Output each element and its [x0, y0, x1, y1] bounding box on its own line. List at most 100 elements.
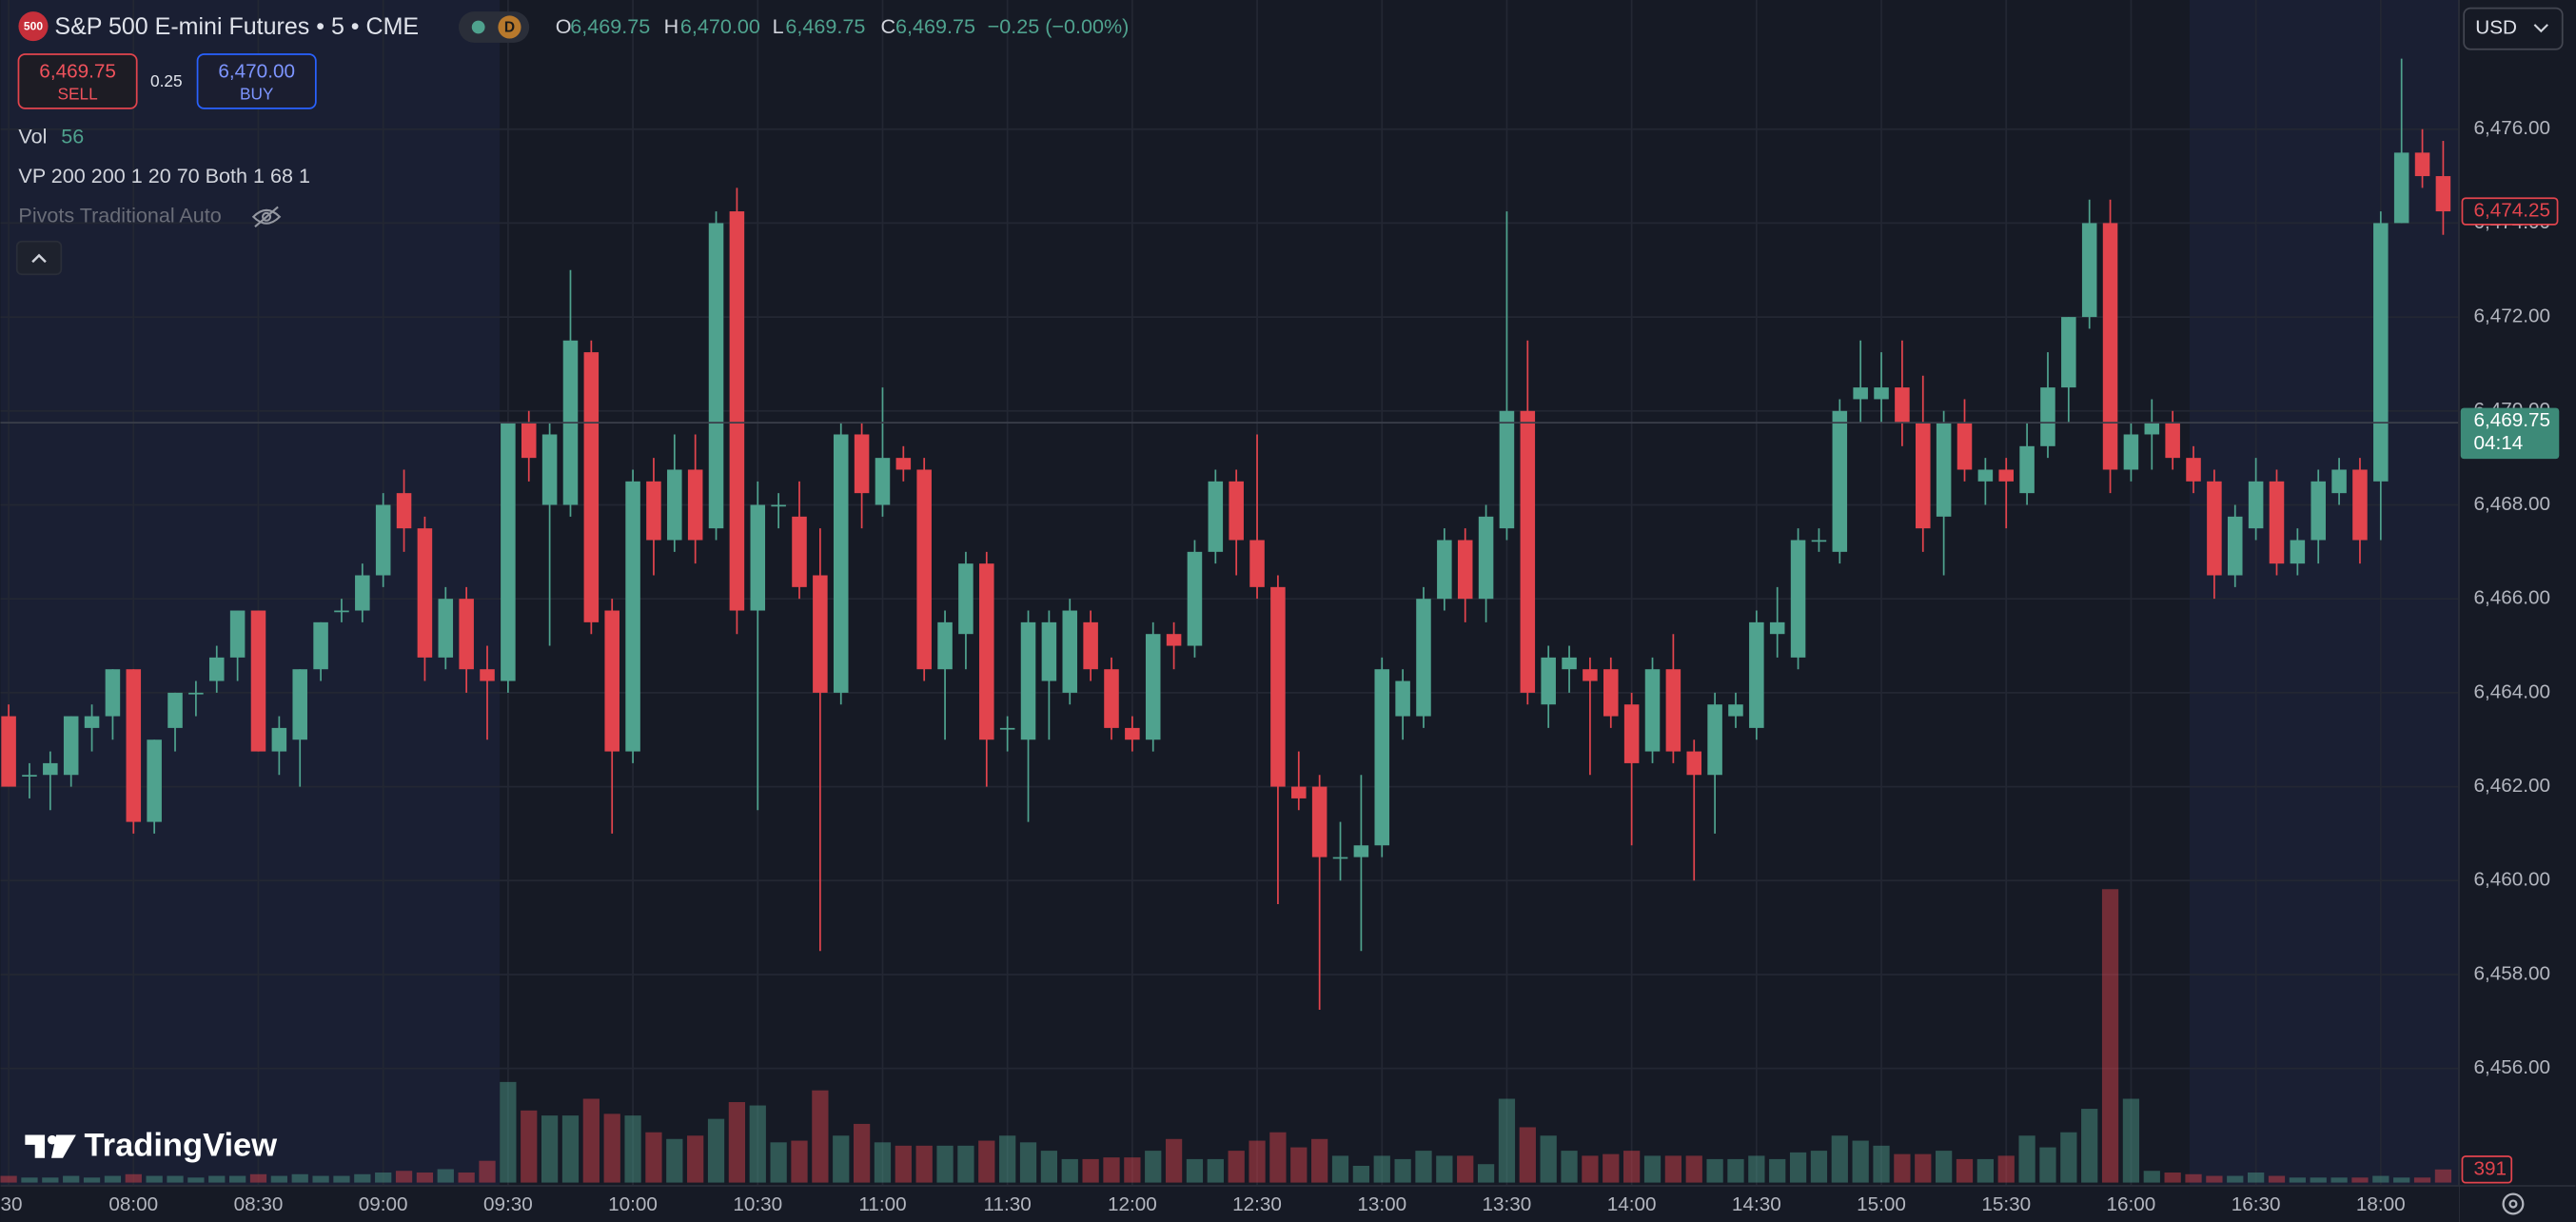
volume-bar [936, 1145, 954, 1183]
currency-label[interactable]: USD [2475, 17, 2517, 39]
sell-price[interactable]: 6,469.75 [39, 60, 116, 82]
sell-button[interactable]: 6,469.75 SELL [17, 53, 138, 109]
volume-bar [1976, 1158, 1994, 1183]
settings-button[interactable] [2502, 1192, 2525, 1215]
settings-ring[interactable] [2502, 1192, 2525, 1215]
x-tick-label: 11:00 [858, 1193, 906, 1215]
volume-bar [1769, 1158, 1786, 1183]
candle-body [271, 727, 287, 752]
last-price-tag [2461, 197, 2559, 226]
volume-bar [2330, 1177, 2348, 1183]
buy-button[interactable]: 6,470.00 BUY [196, 53, 317, 109]
volume-bar [354, 1173, 371, 1183]
candle-body [2311, 481, 2326, 541]
currency-chevron[interactable] [2533, 24, 2548, 33]
candle-body [1957, 423, 1973, 470]
volume-bar [125, 1173, 142, 1183]
currency-box[interactable] [2463, 7, 2564, 50]
volume-bar [1810, 1151, 1828, 1183]
volume-bar [146, 1175, 163, 1183]
volume-bar [63, 1175, 80, 1183]
candle-body [1145, 634, 1161, 740]
candles [1, 58, 2451, 1010]
indicator-name[interactable]: Pivots Traditional Auto [18, 204, 221, 227]
volume-bar [1664, 1155, 1682, 1183]
hidden-eye-icon[interactable] [251, 206, 282, 227]
volume-bar [458, 1173, 475, 1183]
volume-bar [395, 1171, 413, 1183]
volume-bar [1685, 1155, 1702, 1183]
settings-center[interactable] [2508, 1199, 2518, 1209]
candle-body [2331, 469, 2347, 494]
candle-body [1083, 621, 1098, 670]
collapse-chevron[interactable] [31, 253, 47, 264]
candle-body [979, 563, 994, 740]
candle-body [313, 621, 328, 670]
candle-body [2227, 516, 2243, 576]
volume-bar [1873, 1145, 1890, 1183]
candle-body [2290, 540, 2306, 564]
candle-body [1437, 540, 1452, 600]
volume-bar [333, 1175, 350, 1183]
last-volume-label: 391 [2474, 1157, 2507, 1179]
volume-bar [1540, 1135, 1557, 1183]
volume-bar [437, 1169, 454, 1183]
volume-bar [21, 1177, 38, 1183]
eye-pupil[interactable] [262, 211, 272, 222]
volume-pane [0, 889, 2452, 1183]
candle-body [687, 469, 703, 541]
collapse-box[interactable] [15, 240, 63, 276]
candle-body [667, 469, 682, 541]
candle-body [105, 669, 121, 717]
volume-bar [83, 1177, 101, 1183]
candle-body [854, 434, 870, 494]
volume-bar [1623, 1151, 1641, 1183]
eye-slash[interactable] [254, 206, 279, 227]
candle-body [1457, 540, 1473, 600]
brand-mark [25, 1134, 76, 1158]
volume-bar [687, 1135, 704, 1183]
candle-body [417, 528, 433, 658]
sell-label[interactable]: SELL [57, 85, 98, 104]
indicator-name[interactable]: Vol [18, 125, 47, 148]
candle-body [2373, 223, 2389, 482]
volume-bar [2122, 1098, 2140, 1183]
volume-bar [270, 1175, 287, 1183]
volume-bar [1852, 1140, 1869, 1183]
volume-bar [1249, 1140, 1266, 1183]
volume-bar [2039, 1147, 2056, 1183]
volume-bar [833, 1135, 850, 1183]
volume-bar [1603, 1153, 1620, 1183]
candle-body [126, 669, 142, 822]
buy-price[interactable]: 6,470.00 [218, 60, 295, 82]
candle-body [1270, 586, 1286, 787]
x-tick-label: 08:00 [108, 1193, 158, 1215]
volume-bar [1082, 1158, 1099, 1183]
volume-bar [1727, 1158, 1744, 1183]
brand-name: TradingView [84, 1128, 277, 1164]
extended-session-right [2189, 0, 2459, 1187]
volume-bar [1331, 1155, 1349, 1183]
candle-body [2102, 223, 2118, 470]
candle-body [1125, 727, 1140, 740]
ohlc-key: L [773, 14, 784, 38]
x-tick-label: 10:00 [608, 1193, 658, 1215]
x-tick-label: 15:00 [1857, 1193, 1906, 1215]
sell-box[interactable] [17, 53, 138, 109]
buy-label[interactable]: BUY [240, 85, 274, 104]
collapse-button[interactable] [15, 240, 63, 276]
volume-bar [2310, 1177, 2327, 1183]
symbol-title[interactable]: S&P 500 E-mini Futures • 5 • CME [54, 13, 419, 40]
volume-bar [1186, 1158, 1204, 1183]
candle-body [292, 669, 307, 740]
candle-body [1353, 845, 1369, 857]
buy-box[interactable] [196, 53, 317, 109]
volume-bar [1165, 1138, 1183, 1183]
volume-bar [749, 1105, 766, 1183]
volume-bar [1956, 1158, 1974, 1183]
currency-selector[interactable]: USD [2463, 7, 2564, 50]
volume-bar [2143, 1171, 2160, 1183]
indicator-name[interactable]: VP 200 200 1 20 70 Both 1 68 1 [18, 164, 310, 187]
symbol-logo [18, 11, 49, 42]
